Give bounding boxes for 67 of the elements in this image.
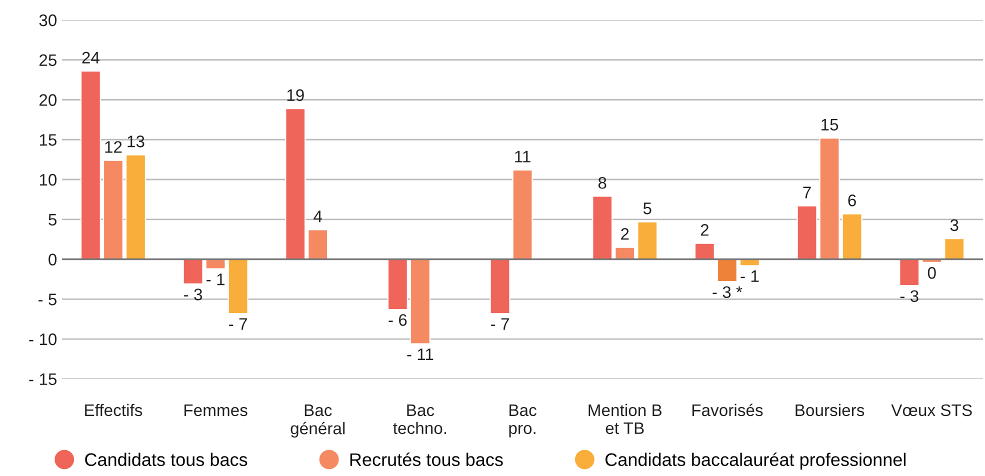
data-label: 6	[848, 194, 856, 206]
y-tick-label: 15	[40, 134, 56, 146]
data-label: 24	[82, 52, 100, 64]
data-label: - 7	[229, 318, 247, 330]
bar	[387, 258, 408, 310]
data-label: - 3 *	[712, 286, 742, 298]
bar	[410, 258, 430, 344]
x-tick-label: Favorisés	[692, 404, 763, 416]
x-tick-label: Mention B et TB	[588, 404, 662, 434]
y-tick-label: 5	[48, 214, 56, 226]
y-tick-label: 10	[40, 174, 57, 186]
data-label: 11	[515, 150, 530, 162]
bar	[228, 258, 248, 314]
bar	[592, 196, 613, 260]
data-label: - 11	[407, 348, 434, 360]
data-label: - 3	[900, 290, 918, 302]
data-label: - 7	[491, 318, 509, 330]
data-label: - 1	[206, 274, 224, 286]
data-label: 12	[105, 141, 122, 153]
data-label: 7	[803, 186, 811, 198]
data-label: 15	[822, 118, 838, 131]
y-tick-label: - 5	[38, 294, 56, 306]
bar	[308, 229, 328, 260]
bar	[944, 238, 965, 260]
y-tick-label: 20	[39, 94, 57, 106]
y-tick-label: - 10	[29, 333, 57, 346]
legend-label: Candidats tous bacs	[85, 452, 248, 466]
y-tick-label: 25	[39, 54, 56, 66]
bar	[637, 221, 658, 260]
bar	[694, 242, 715, 260]
data-label: 5	[643, 202, 652, 214]
bar	[796, 205, 818, 260]
x-tick-label: Vœux STS	[891, 404, 972, 416]
bar	[614, 246, 636, 260]
data-label: 2	[621, 228, 629, 240]
x-tick-label: Femmes	[184, 404, 248, 416]
bar	[490, 258, 510, 314]
data-label: 4	[314, 210, 322, 222]
bar	[819, 137, 840, 260]
legend-label: Candidats baccalauréat professionnel	[605, 452, 906, 470]
bar	[285, 108, 306, 260]
data-label: 19	[287, 89, 304, 102]
y-tick-label: 0	[48, 254, 57, 266]
data-label: 8	[598, 176, 606, 189]
bar	[716, 258, 738, 282]
y-tick-label: - 15	[29, 373, 56, 386]
bar	[899, 258, 920, 286]
bar	[102, 160, 124, 260]
data-label: - 6	[388, 314, 407, 326]
bar	[842, 213, 862, 260]
x-tick-label: Bac pro.	[509, 404, 536, 438]
data-label: 0	[928, 267, 936, 279]
data-label: - 3	[184, 288, 202, 300]
bar	[80, 70, 101, 260]
bar	[182, 258, 204, 285]
data-label: 3	[950, 219, 958, 232]
data-label: 2	[700, 224, 708, 236]
x-tick-label: Bac général	[290, 404, 345, 438]
bar	[512, 169, 533, 260]
legend-label: Recrutés tous bacs	[350, 452, 503, 466]
y-tick-label: 30	[39, 14, 57, 26]
x-tick-label: Effectifs	[85, 404, 142, 416]
x-tick-label: Bac techno.	[393, 404, 446, 434]
data-label: 13	[128, 136, 144, 148]
x-tick-label: Boursiers	[796, 404, 864, 416]
bar	[125, 154, 146, 260]
data-label: - 1	[740, 270, 759, 282]
